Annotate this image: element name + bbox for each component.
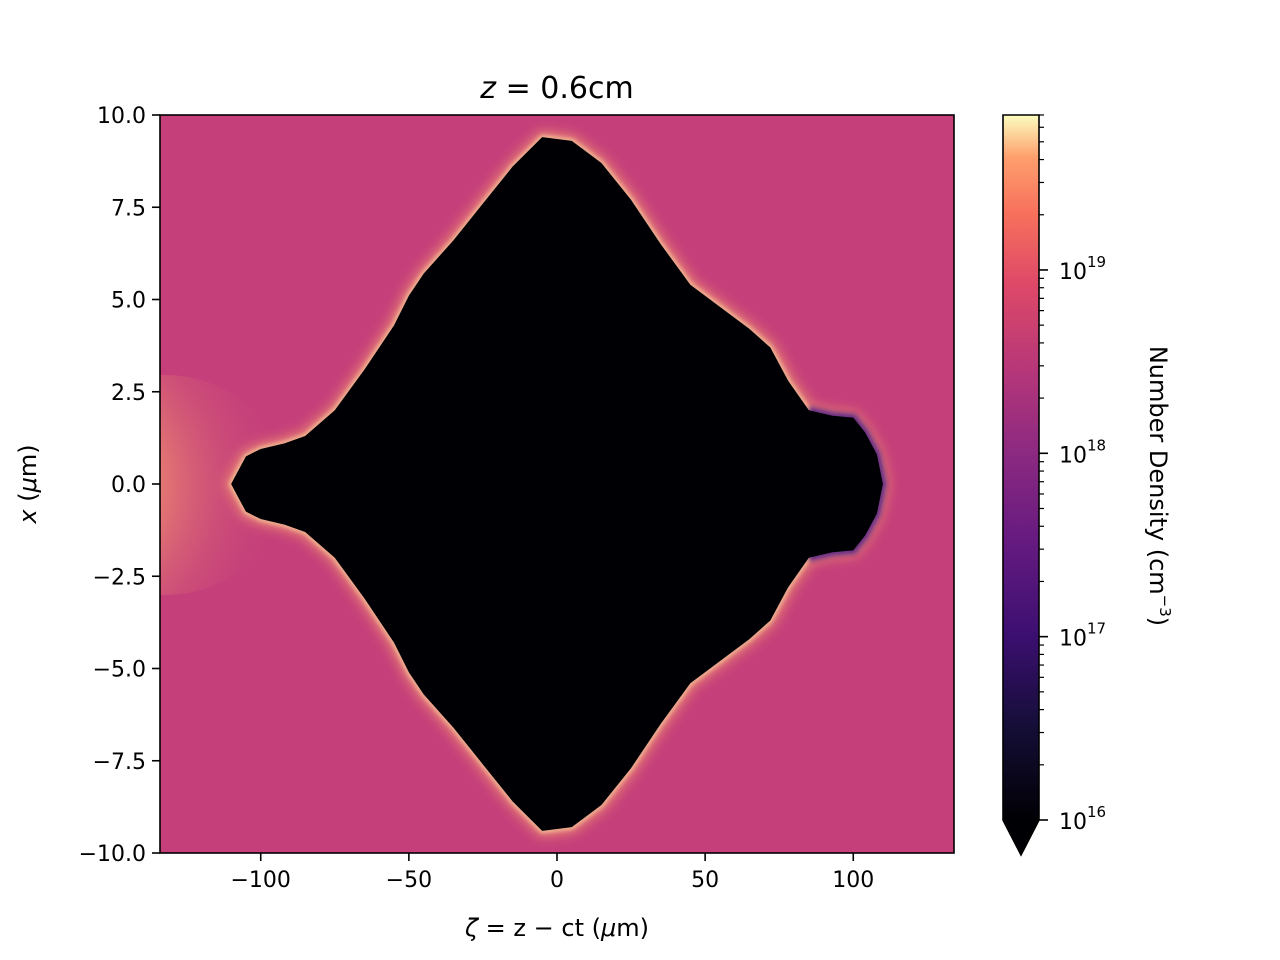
- colorbar-tick-label: 1017: [1059, 620, 1106, 652]
- x-tick-label: −100: [231, 868, 291, 893]
- y-tick-label: 0.0: [111, 473, 146, 498]
- bubble-cavity: [231, 137, 883, 831]
- y-tick-label: −2.5: [93, 565, 146, 590]
- y-tick-label: 2.5: [111, 381, 146, 406]
- x-tick-label: 0: [550, 868, 564, 893]
- colorbar-tick-label: 1016: [1059, 803, 1106, 835]
- colorbar-tick-label: 1019: [1059, 253, 1106, 285]
- x-tick-label: 50: [691, 868, 719, 893]
- colorbar-gradient: [1003, 115, 1039, 820]
- x-tick-label: −50: [386, 868, 432, 893]
- colorbar: 1016 1017 1018 1019 Number Density (cm−3): [1002, 114, 1174, 857]
- colorbar-tick-label: 1018: [1059, 436, 1106, 468]
- y-tick-label: −5.0: [93, 658, 146, 683]
- x-axis-ticks: −100 −50 0 50 100: [231, 853, 874, 893]
- y-tick-label: −7.5: [93, 750, 146, 775]
- heatmap: [160, 115, 954, 853]
- y-tick-label: 7.5: [111, 196, 146, 221]
- chart-title: z = 0.6cm: [479, 71, 633, 106]
- colorbar-frame: [1002, 114, 1040, 857]
- y-tick-label: 5.0: [111, 289, 146, 314]
- x-axis-label: ζ = z − ct (μm): [464, 914, 649, 942]
- y-tick-label: −10.0: [79, 842, 146, 867]
- y-axis-ticks: 10.0 7.5 5.0 2.5 0.0 −2.5 −5.0 −7.5 −10.0: [79, 104, 160, 867]
- colorbar-label: Number Density (cm−3): [1144, 346, 1174, 626]
- colorbar-ticks: 1016 1017 1018 1019: [1039, 114, 1106, 835]
- x-tick-label: 100: [832, 868, 874, 893]
- y-axis-label: x (μm): [14, 444, 42, 524]
- injection-glow: [160, 375, 285, 595]
- front-edge-purple: [807, 406, 887, 562]
- y-tick-label: 10.0: [97, 104, 146, 129]
- colorbar-extend-min: [1003, 820, 1039, 855]
